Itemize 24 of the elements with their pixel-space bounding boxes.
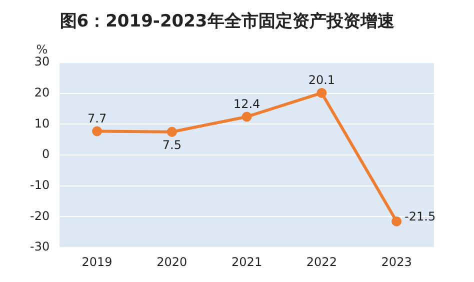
x-tick-label: 2020	[156, 254, 188, 269]
y-tick-label: -10	[30, 178, 50, 192]
x-tick-label: 2022	[306, 254, 337, 269]
data-label: 7.5	[162, 138, 182, 152]
y-tick-label: -30	[30, 240, 50, 254]
y-tick-label: 30	[34, 54, 50, 69]
y-axis-title: %	[36, 42, 48, 57]
data-label: 12.4	[233, 96, 260, 111]
chart-title: 图6：2019-2023年全市固定资产投资增速	[60, 12, 394, 32]
point	[92, 126, 102, 136]
point	[316, 88, 327, 98]
data-label: 20.1	[308, 73, 336, 88]
y-tick-label: 10	[34, 116, 50, 130]
x-tick-label: 2019	[82, 254, 112, 269]
x-tick-label: 2023	[381, 254, 412, 269]
point	[392, 216, 402, 226]
x-tick-label: 2021	[232, 254, 262, 269]
point	[242, 112, 252, 122]
data-label: -21.5	[404, 209, 436, 224]
data-label: 7.7	[87, 111, 107, 126]
y-tick-label: 0	[42, 147, 50, 162]
y-tick-label: 20	[34, 85, 50, 100]
point	[166, 126, 177, 137]
y-tick-label: -20	[30, 208, 50, 223]
